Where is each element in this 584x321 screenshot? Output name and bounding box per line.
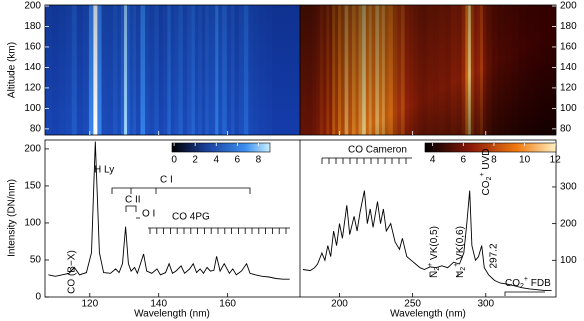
annotation-part: VK(0,6) — [455, 226, 466, 263]
annotation-part: 2 — [486, 176, 493, 180]
y2-tick-label: 120 — [560, 83, 577, 94]
y-tick-label: 180 — [24, 21, 41, 32]
colorbar-tick-label: 8 — [491, 155, 497, 166]
colorbar-tick-label: 10 — [519, 155, 531, 166]
comb-line — [321, 157, 412, 164]
colorbar-tick-label: 6 — [461, 155, 467, 166]
y2-tick-label: 180 — [560, 21, 577, 32]
comb — [321, 157, 412, 164]
y-tick-label: 140 — [24, 62, 41, 73]
annotation: CO Cameron — [348, 145, 407, 156]
y-tick-label: 120 — [24, 83, 41, 94]
heatmap-frame — [44, 4, 557, 136]
y2-tick-label: 100 — [560, 103, 577, 114]
y2-tick-label: 100 — [560, 255, 577, 266]
annotation-part: 2 — [520, 283, 524, 290]
annotation-part: + — [427, 263, 434, 267]
colorbar-tick-label: 8 — [256, 155, 262, 166]
annotation-part: 2 — [434, 267, 441, 271]
annotation: O I — [142, 209, 155, 220]
x-tick-label: 160 — [219, 299, 236, 310]
bracket — [504, 291, 545, 296]
annotation: N2+ VK(0,5) — [427, 226, 441, 278]
annotation: 297.2 — [489, 243, 500, 268]
y-tick-label: 200 — [24, 1, 41, 12]
y-tick-label: 150 — [24, 181, 41, 192]
colorbar-tick-label: 4 — [213, 155, 219, 166]
annotation-part: VK(0,5) — [429, 226, 440, 263]
annotation: CO (B−X) — [67, 250, 78, 294]
x-tick-label: 140 — [150, 299, 167, 310]
x-tick-label: 200 — [331, 299, 348, 310]
annotation-part: CO — [481, 180, 492, 195]
colorbar-tick-label: 12 — [550, 155, 562, 166]
annotation-part: N — [429, 271, 440, 278]
annotation: H Ly — [94, 165, 114, 176]
annotation-part: CO — [505, 278, 520, 289]
annotation: C II — [125, 195, 141, 206]
annotation-part: + — [453, 263, 460, 267]
y-tick-label: 50 — [30, 255, 42, 266]
spectrum-frame — [44, 139, 557, 298]
bracket — [111, 187, 251, 194]
annotation: CO 4PG — [172, 212, 210, 223]
colorbar-tick-label: 4 — [430, 155, 436, 166]
axis-label: Altitude (km) — [7, 42, 18, 98]
annotation: CO2+ FDB — [505, 276, 551, 290]
y2-tick-label: 200 — [560, 1, 577, 12]
annotation: N2+ VK(0,6) — [453, 226, 467, 278]
y-tick-label: 100 — [24, 103, 41, 114]
spectrum-line — [302, 190, 552, 291]
y2-tick-label: 160 — [560, 42, 577, 53]
y-tick-label: 100 — [24, 218, 41, 229]
x-tick-label: 120 — [81, 299, 98, 310]
y2-tick-label: 140 — [560, 62, 577, 73]
annotation-part: FDB — [528, 278, 551, 289]
axis-label: Intensity (DN/nm) — [7, 179, 18, 257]
spectrum-line — [48, 141, 290, 280]
colorbar-tick-label: 0 — [171, 155, 177, 166]
annotation-part: 2 — [460, 267, 467, 271]
annotation: CO2+ UVD — [479, 149, 493, 196]
annotation-part: + — [524, 276, 528, 283]
marker — [429, 272, 459, 277]
y2-tick-label: 300 — [560, 182, 577, 193]
y2-tick-label: 200 — [560, 218, 577, 229]
annotation: C I — [160, 175, 173, 186]
y-tick-label: 80 — [30, 123, 42, 134]
comb-line — [148, 227, 290, 234]
colorbar — [424, 142, 557, 153]
heatmap-shade — [300, 5, 556, 135]
x-tick-label: 300 — [477, 299, 494, 310]
annotation-part: N — [455, 271, 466, 278]
heatmap-shade — [45, 5, 300, 135]
bracket — [125, 205, 137, 212]
annotation-part: UVD — [481, 149, 492, 173]
annotation-part: + — [479, 172, 486, 176]
y2-tick-label: 80 — [560, 123, 572, 134]
comb — [148, 227, 290, 234]
y-tick-label: 200 — [24, 144, 41, 155]
colorbar-tick-label: 2 — [192, 155, 198, 166]
colorbar — [171, 142, 271, 153]
axis-label: Wavelength (nm) — [134, 309, 210, 320]
y-tick-label: 0 — [35, 292, 41, 303]
axis-label: Wavelength (nm) — [390, 309, 466, 320]
colorbar-tick-label: 6 — [235, 155, 241, 166]
y-tick-label: 160 — [24, 42, 41, 53]
x-tick-label: 250 — [404, 299, 421, 310]
